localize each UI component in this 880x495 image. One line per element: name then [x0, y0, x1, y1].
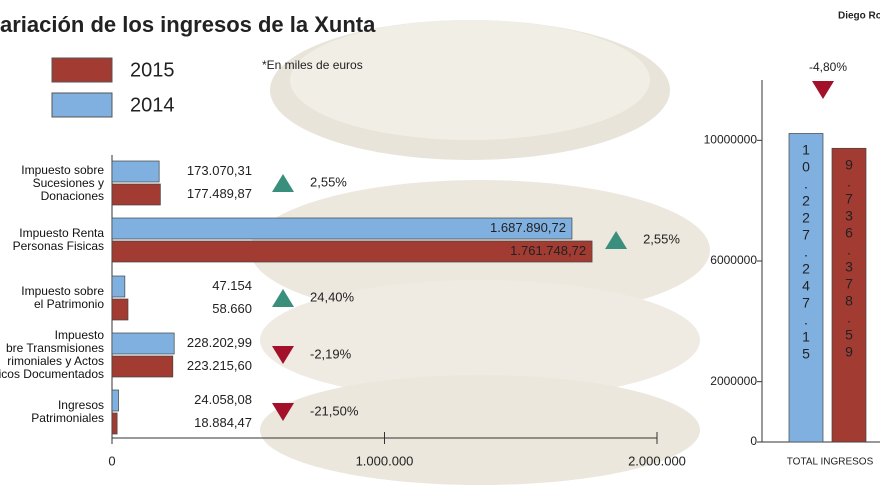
bar	[111, 240, 593, 263]
category-label: Impuesto Renta Personas Fisicas	[12, 226, 104, 253]
legend-swatch	[51, 57, 113, 83]
bar	[111, 355, 174, 378]
value-label: 9.736.378.59	[841, 156, 857, 360]
bar	[111, 275, 126, 298]
change-arrow	[272, 346, 294, 364]
bar	[831, 147, 867, 443]
change-label: -21,50%	[310, 403, 359, 418]
change-label: 24,40%	[310, 289, 355, 304]
change-arrow	[605, 231, 628, 249]
bar	[111, 332, 175, 355]
y-tick-label: 0	[750, 434, 757, 448]
change-arrow	[272, 289, 294, 307]
bar	[111, 217, 573, 240]
bar	[111, 389, 119, 412]
legend-label: 2015	[130, 59, 175, 81]
category-label: Ingresos Patrimoniales	[31, 398, 104, 425]
x-tick-label: 0	[108, 453, 115, 468]
value-label: 173.070,31	[187, 163, 252, 178]
value-label: 1.761.748,72	[510, 243, 586, 258]
value-label: 223.215,60	[187, 358, 252, 373]
value-label: 18.884,47	[194, 415, 252, 430]
legend-swatch	[51, 92, 113, 118]
change-label: 2,55%	[643, 231, 680, 246]
change-arrow	[812, 81, 834, 99]
value-label: 1.687.890,72	[490, 220, 566, 235]
bar	[788, 133, 824, 443]
change-arrow	[272, 174, 294, 192]
change-label: 2,55%	[310, 174, 347, 189]
change-arrow	[272, 403, 294, 421]
change-label: -2,19%	[310, 346, 352, 361]
value-label: 177.489,87	[187, 186, 252, 201]
author: Diego Ro	[838, 11, 880, 22]
bar	[111, 183, 161, 206]
note: *En miles de euros	[262, 58, 363, 72]
value-label: 47.154	[212, 278, 252, 293]
y-tick-label: 2000000	[710, 374, 757, 388]
y-tick-label: 6000000	[710, 253, 757, 267]
x-tick-label: 1.000.000	[356, 453, 414, 468]
x-tick-label: TOTAL INGRESOS	[787, 457, 874, 468]
category-label: Impuesto sobre Sucesiones y Donaciones	[21, 162, 104, 203]
value-label: 24.058,08	[194, 392, 252, 407]
x-tick-label: 2.000.000	[628, 453, 686, 468]
value-label: 228.202,99	[187, 335, 252, 350]
category-label: Impuesto sobre el Patrimonio	[21, 284, 104, 311]
bar	[111, 160, 160, 183]
bar	[111, 412, 118, 435]
value-label: 58.660	[212, 301, 252, 316]
y-tick-label: 10000000	[704, 133, 758, 147]
value-label: 10.227.247.15	[798, 141, 814, 362]
category-label: Impuesto bre Transmisiones rimoniales y …	[0, 328, 104, 381]
bar	[111, 298, 129, 321]
title: ariación de los ingresos de la Xunta	[0, 12, 376, 37]
change-label: -4,80%	[809, 60, 847, 74]
background-coins	[250, 20, 710, 485]
legend-label: 2014	[130, 94, 175, 116]
